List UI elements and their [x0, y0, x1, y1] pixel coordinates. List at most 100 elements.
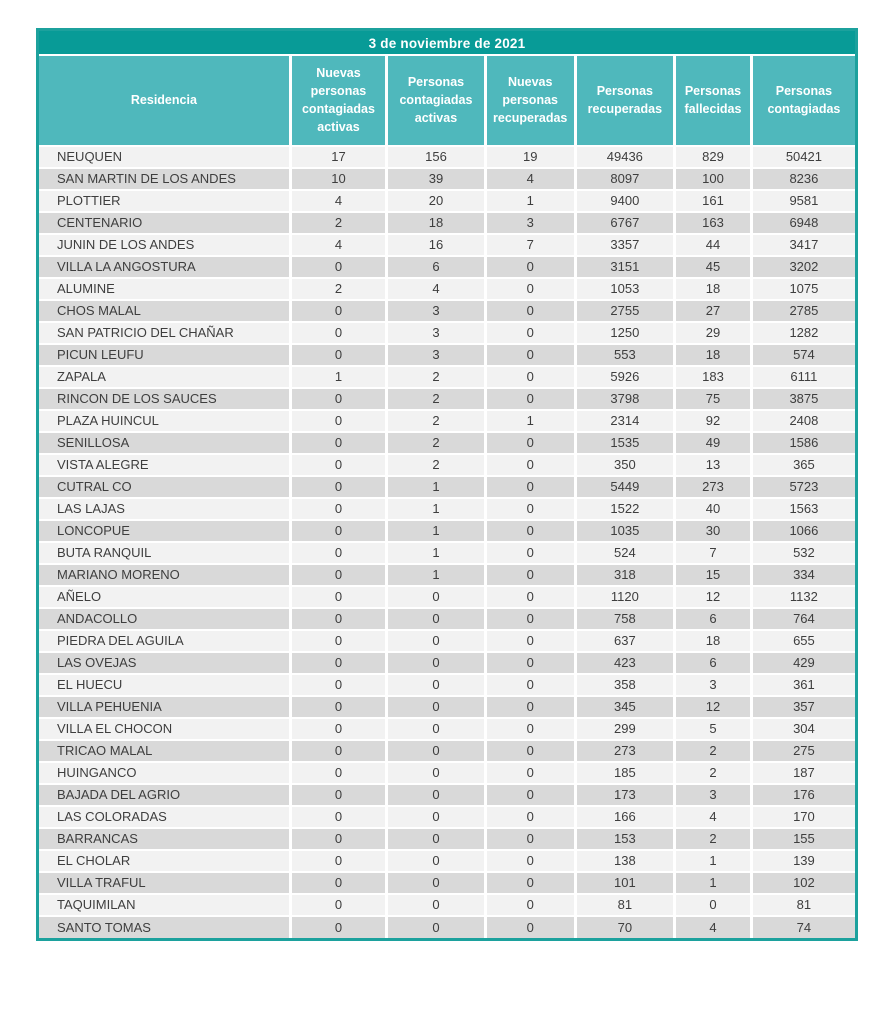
table-row: AÑELO 0 0 0 1120 12 1132	[39, 584, 855, 608]
residencia-cell: LAS COLORADAS	[39, 804, 292, 828]
residencia-cell: SANTO TOMAS	[39, 914, 292, 938]
residencia-cell: SAN PATRICIO DEL CHAÑAR	[39, 320, 292, 344]
stat-cell: 2	[290, 210, 389, 234]
table-row: PLAZA HUINCUL 0 2 1 2314 92 2408	[39, 408, 855, 432]
stat-cell: 0	[290, 342, 389, 366]
column-header-fallecidas: Personas fallecidas	[674, 56, 753, 147]
stat-cell: 553	[575, 342, 677, 366]
stat-cell: 0	[485, 738, 577, 762]
stat-cell: 4	[290, 232, 389, 256]
table-row: JUNIN DE LOS ANDES 4 16 7 3357 44 3417	[39, 232, 855, 256]
column-header-residencia: Residencia	[39, 56, 292, 147]
residencia-cell: HUINGANCO	[39, 760, 292, 784]
stat-cell: 2	[386, 364, 487, 388]
residencia-cell: LONCOPUE	[39, 518, 292, 542]
stat-cell: 304	[751, 716, 855, 740]
stat-cell: 3	[386, 320, 487, 344]
stat-cell: 318	[575, 562, 677, 586]
table-row: VILLA LA ANGOSTURA 0 6 0 3151 45 3202	[39, 254, 855, 278]
stat-cell: 0	[485, 540, 577, 564]
stat-cell: 1	[674, 848, 753, 872]
residencia-cell: PIEDRA DEL AGUILA	[39, 628, 292, 652]
stat-cell: 0	[485, 650, 577, 674]
stat-cell: 92	[674, 408, 753, 432]
stat-cell: 0	[485, 892, 577, 916]
stat-cell: 0	[386, 738, 487, 762]
table-row: SENILLOSA 0 2 0 1535 49 1586	[39, 430, 855, 454]
stat-cell: 350	[575, 452, 677, 476]
stat-cell: 18	[386, 210, 487, 234]
stat-cell: 0	[386, 650, 487, 674]
stat-cell: 0	[290, 738, 389, 762]
stat-cell: 40	[674, 496, 753, 520]
table-row: ZAPALA 1 2 0 5926 183 6111	[39, 364, 855, 388]
report-page: 3 de noviembre de 2021 Residencia Nuevas…	[36, 28, 858, 941]
stat-cell: 0	[485, 716, 577, 740]
residencia-cell: PLAZA HUINCUL	[39, 408, 292, 432]
stat-cell: 0	[290, 320, 389, 344]
stat-cell: 2785	[751, 298, 855, 322]
stat-cell: 18	[674, 628, 753, 652]
table-row: VILLA TRAFUL 0 0 0 101 1 102	[39, 870, 855, 894]
residencia-cell: LAS OVEJAS	[39, 650, 292, 674]
stat-cell: 0	[386, 870, 487, 894]
stat-cell: 0	[485, 342, 577, 366]
stat-cell: 163	[674, 210, 753, 234]
stat-cell: 3	[386, 342, 487, 366]
stat-cell: 2	[674, 738, 753, 762]
table-row: TAQUIMILAN 0 0 0 81 0 81	[39, 892, 855, 916]
stat-cell: 0	[290, 650, 389, 674]
stat-cell: 3417	[751, 232, 855, 256]
stat-cell: 1	[386, 540, 487, 564]
stat-cell: 0	[485, 914, 577, 938]
table-row: ANDACOLLO 0 0 0 758 6 764	[39, 606, 855, 630]
stat-cell: 100	[674, 166, 753, 190]
stat-cell: 170	[751, 804, 855, 828]
stat-cell: 3357	[575, 232, 677, 256]
table-row: RINCON DE LOS SAUCES 0 2 0 3798 75 3875	[39, 386, 855, 410]
table-row: ALUMINE 2 4 0 1053 18 1075	[39, 276, 855, 300]
stat-cell: 2	[290, 276, 389, 300]
stat-cell: 0	[386, 694, 487, 718]
stat-cell: 3	[485, 210, 577, 234]
stat-cell: 0	[485, 562, 577, 586]
residencia-cell: CHOS MALAL	[39, 298, 292, 322]
stat-cell: 49436	[575, 145, 677, 168]
residencia-cell: VILLA PEHUENIA	[39, 694, 292, 718]
stat-cell: 829	[674, 145, 753, 168]
stat-cell: 0	[485, 496, 577, 520]
stat-cell: 0	[485, 474, 577, 498]
table-row: BUTA RANQUIL 0 1 0 524 7 532	[39, 540, 855, 564]
table-row: EL HUECU 0 0 0 358 3 361	[39, 672, 855, 696]
stat-cell: 45	[674, 254, 753, 278]
stat-cell: 0	[290, 452, 389, 476]
stat-cell: 4	[674, 804, 753, 828]
stat-cell: 0	[290, 584, 389, 608]
stat-cell: 0	[485, 320, 577, 344]
residencia-cell: TRICAO MALAL	[39, 738, 292, 762]
stat-cell: 6	[674, 606, 753, 630]
stat-cell: 0	[485, 694, 577, 718]
stat-cell: 2755	[575, 298, 677, 322]
stat-cell: 7	[674, 540, 753, 564]
stat-cell: 275	[751, 738, 855, 762]
stat-cell: 27	[674, 298, 753, 322]
stat-cell: 173	[575, 782, 677, 806]
table-row: PLOTTIER 4 20 1 9400 161 9581	[39, 188, 855, 212]
stat-cell: 138	[575, 848, 677, 872]
stat-cell: 139	[751, 848, 855, 872]
stat-cell: 334	[751, 562, 855, 586]
stat-cell: 9581	[751, 188, 855, 212]
stat-cell: 273	[674, 474, 753, 498]
table-row: EL CHOLAR 0 0 0 138 1 139	[39, 848, 855, 872]
residencia-cell: EL CHOLAR	[39, 848, 292, 872]
stat-cell: 2314	[575, 408, 677, 432]
stat-cell: 74	[751, 914, 855, 938]
stat-cell: 0	[290, 870, 389, 894]
stat-cell: 81	[751, 892, 855, 916]
stat-cell: 185	[575, 760, 677, 784]
residencia-cell: AÑELO	[39, 584, 292, 608]
table-row: LAS COLORADAS 0 0 0 166 4 170	[39, 804, 855, 828]
stat-cell: 8097	[575, 166, 677, 190]
residencia-cell: SENILLOSA	[39, 430, 292, 454]
